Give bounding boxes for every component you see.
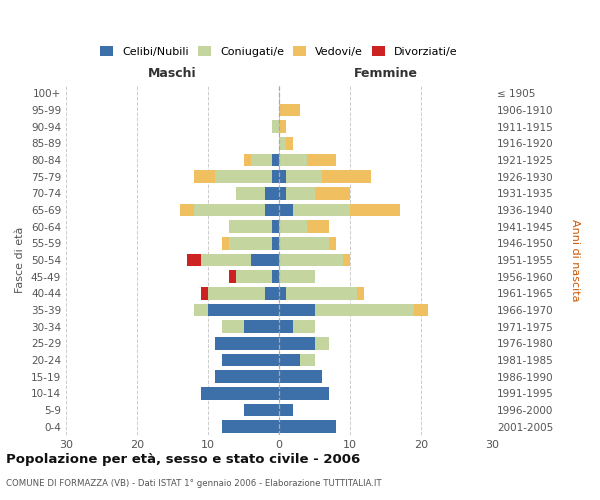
Bar: [215, 170, 272, 183]
Bar: [350, 204, 400, 216]
Bar: [279, 354, 301, 366]
Bar: [279, 387, 329, 400]
Text: Popolazione per età, sesso e stato civile - 2006: Popolazione per età, sesso e stato civil…: [6, 452, 360, 466]
Bar: [187, 254, 201, 266]
Bar: [293, 204, 350, 216]
Bar: [229, 237, 272, 250]
Bar: [286, 287, 357, 300]
Bar: [244, 320, 279, 333]
Bar: [272, 120, 279, 133]
Bar: [236, 187, 265, 200]
Bar: [279, 287, 286, 300]
Bar: [229, 270, 236, 283]
Bar: [307, 154, 336, 166]
Bar: [229, 220, 272, 233]
Bar: [201, 387, 279, 400]
Bar: [279, 137, 286, 149]
Bar: [314, 304, 414, 316]
Bar: [244, 154, 251, 166]
Bar: [194, 204, 265, 216]
Bar: [301, 354, 314, 366]
Bar: [279, 120, 286, 133]
Bar: [201, 254, 251, 266]
Bar: [279, 237, 329, 250]
Y-axis label: Anni di nascita: Anni di nascita: [570, 219, 580, 301]
Bar: [208, 304, 279, 316]
Bar: [236, 270, 272, 283]
Bar: [222, 420, 279, 433]
Bar: [343, 254, 350, 266]
Bar: [279, 170, 286, 183]
Bar: [215, 337, 279, 349]
Bar: [414, 304, 428, 316]
Bar: [179, 204, 194, 216]
Y-axis label: Fasce di età: Fasce di età: [16, 227, 25, 293]
Bar: [279, 187, 286, 200]
Bar: [201, 287, 208, 300]
Text: Maschi: Maschi: [148, 67, 197, 80]
Bar: [279, 220, 307, 233]
Bar: [222, 237, 229, 250]
Bar: [286, 187, 314, 200]
Bar: [272, 220, 279, 233]
Bar: [265, 187, 279, 200]
Bar: [314, 337, 329, 349]
Bar: [307, 220, 329, 233]
Bar: [194, 170, 215, 183]
Bar: [279, 270, 314, 283]
Bar: [194, 304, 208, 316]
Bar: [215, 370, 279, 383]
Bar: [314, 187, 350, 200]
Legend: Celibi/Nubili, Coniugati/e, Vedovi/e, Divorziati/e: Celibi/Nubili, Coniugati/e, Vedovi/e, Di…: [96, 42, 462, 61]
Bar: [357, 287, 364, 300]
Bar: [286, 137, 293, 149]
Bar: [279, 404, 293, 416]
Bar: [279, 104, 301, 117]
Bar: [279, 154, 307, 166]
Bar: [322, 170, 371, 183]
Bar: [222, 354, 279, 366]
Bar: [279, 320, 293, 333]
Bar: [279, 204, 293, 216]
Bar: [279, 304, 314, 316]
Bar: [265, 287, 279, 300]
Bar: [265, 204, 279, 216]
Bar: [272, 154, 279, 166]
Bar: [279, 254, 343, 266]
Text: COMUNE DI FORMAZZA (VB) - Dati ISTAT 1° gennaio 2006 - Elaborazione TUTTITALIA.I: COMUNE DI FORMAZZA (VB) - Dati ISTAT 1° …: [6, 479, 382, 488]
Bar: [244, 404, 279, 416]
Bar: [286, 170, 322, 183]
Bar: [329, 237, 336, 250]
Bar: [293, 320, 314, 333]
Bar: [279, 420, 336, 433]
Bar: [208, 287, 265, 300]
Bar: [251, 154, 272, 166]
Bar: [279, 370, 322, 383]
Bar: [251, 254, 279, 266]
Bar: [272, 170, 279, 183]
Bar: [272, 270, 279, 283]
Bar: [272, 237, 279, 250]
Bar: [222, 320, 244, 333]
Text: Femmine: Femmine: [353, 67, 418, 80]
Bar: [279, 337, 314, 349]
